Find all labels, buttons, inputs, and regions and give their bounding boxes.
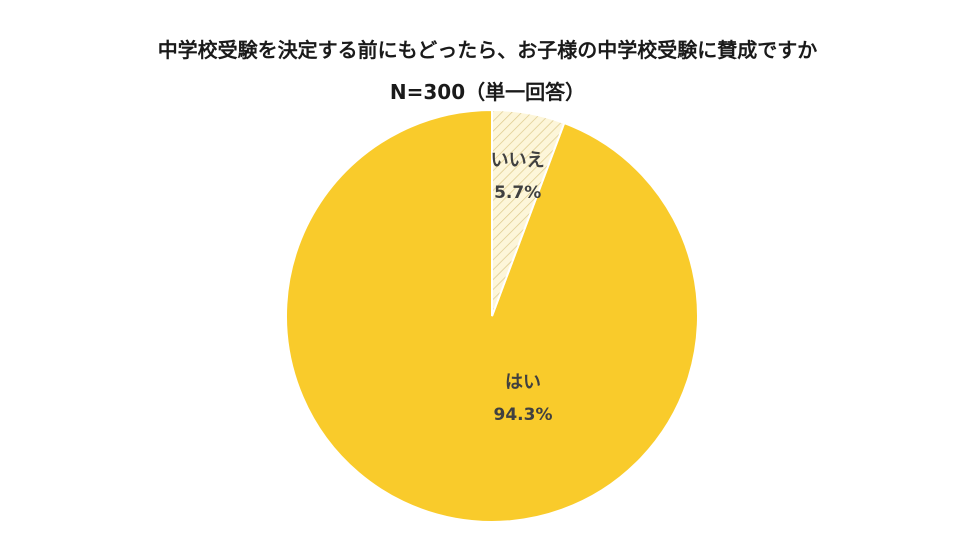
chart-subtitle: N=300（単一回答） [389, 80, 586, 104]
pie-slices [285, 108, 699, 523]
pie-labels: はい 94.3% いいえ 5.7% [491, 150, 553, 425]
slice-category-label: はい [505, 372, 541, 393]
slice-label-no: いいえ 5.7% [491, 150, 545, 203]
slice-value-label: 94.3% [494, 405, 553, 425]
slice-category-label: いいえ [491, 150, 545, 171]
slice-label-yes: はい 94.3% [494, 372, 553, 425]
chart-title: 中学校受験を決定する前にもどったら、お子様の中学校受験に賛成ですか [157, 38, 818, 62]
pie-slice-no [491, 108, 566, 317]
slice-value-label: 5.7% [494, 183, 541, 203]
